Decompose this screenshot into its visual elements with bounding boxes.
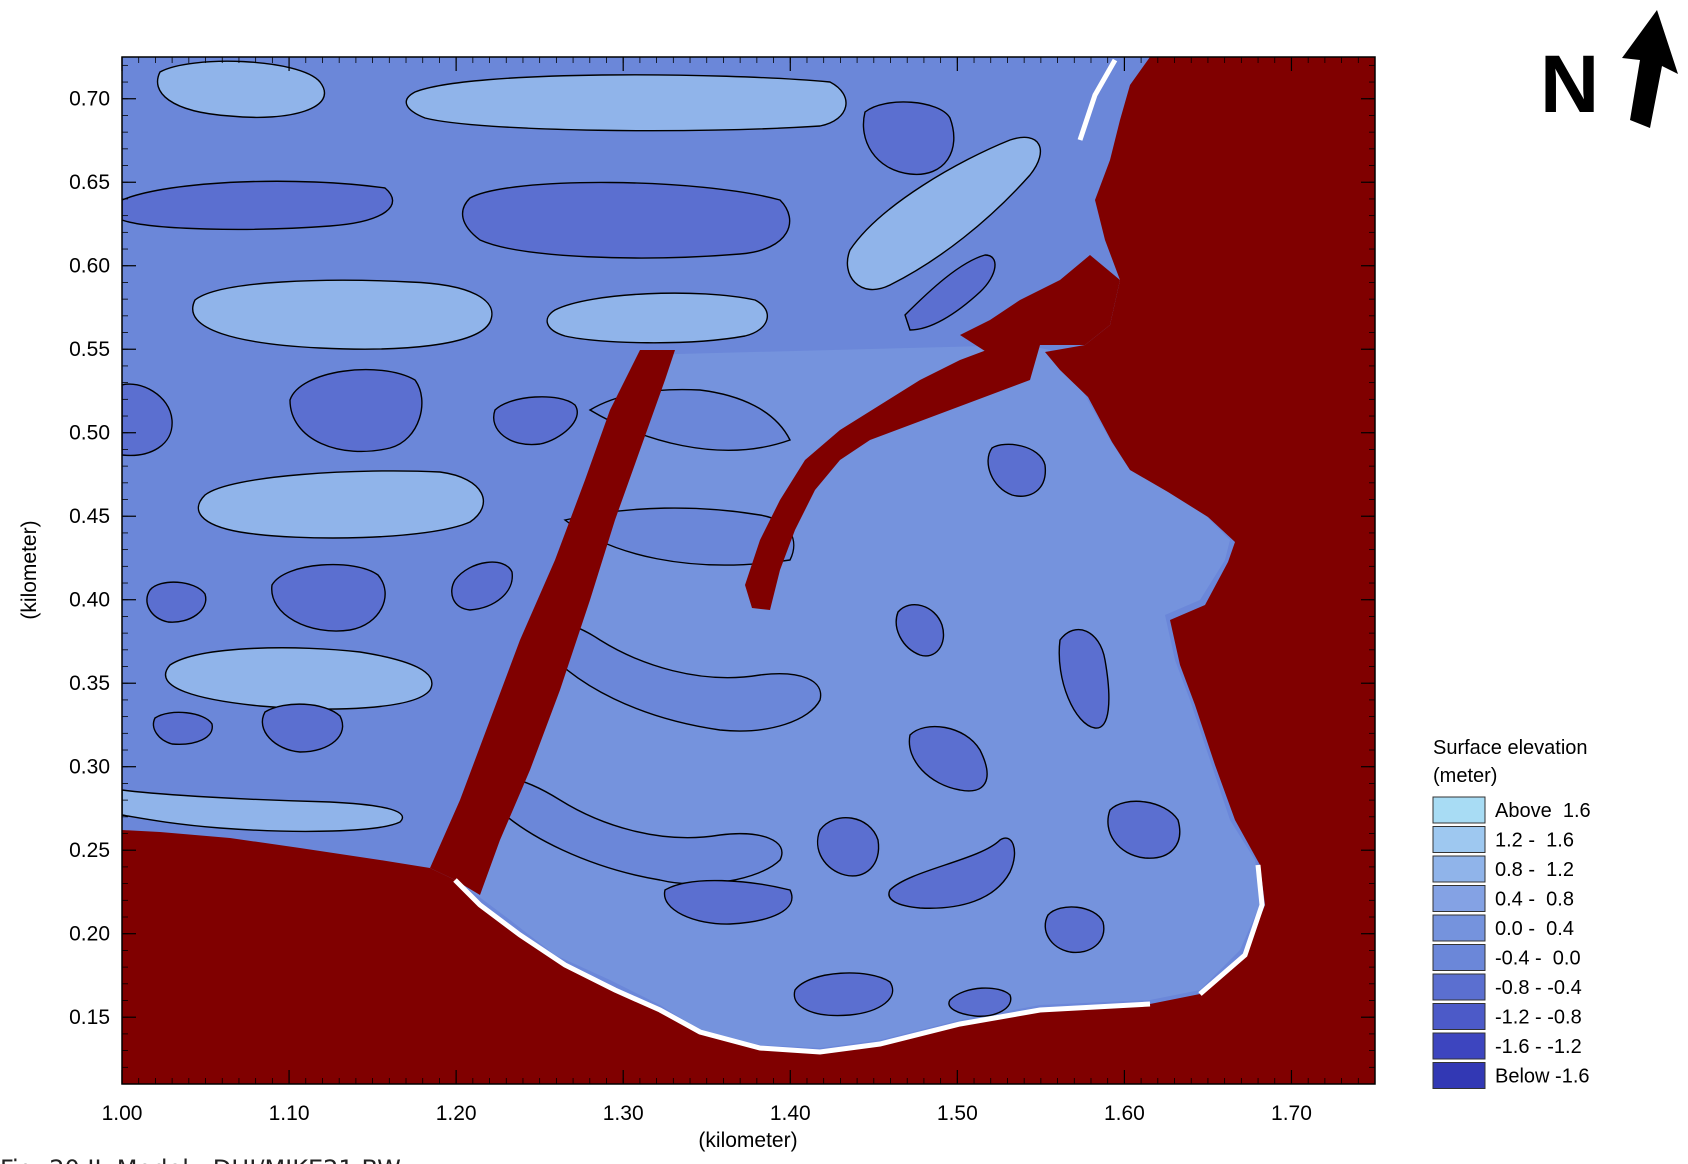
y-tick-label: 0.45	[69, 505, 110, 528]
x-tick-label: 1.40	[770, 1102, 811, 1125]
y-tick-label: 0.25	[69, 839, 110, 862]
x-tick-label: 1.10	[269, 1102, 310, 1125]
legend-label: 1.2 - 1.6	[1495, 830, 1574, 852]
legend-swatch	[1433, 1004, 1485, 1030]
y-tick-label: 0.15	[69, 1006, 110, 1029]
y-tick-label: 0.65	[69, 171, 110, 194]
y-tick-label: 0.55	[69, 338, 110, 361]
x-tick-label: 1.50	[937, 1102, 978, 1125]
wave-trough	[154, 712, 213, 744]
y-tick-label: 0.20	[69, 923, 110, 946]
y-axis-title: (kilometer)	[18, 520, 41, 619]
legend-swatch	[1433, 1063, 1485, 1089]
legend-label: Below -1.6	[1495, 1066, 1590, 1088]
wave-trough	[463, 182, 790, 257]
legend-title: Surface elevation	[1433, 737, 1588, 759]
legend-swatch	[1433, 856, 1485, 882]
legend-swatch	[1433, 1033, 1485, 1059]
y-tick-label: 0.40	[69, 589, 110, 612]
legend-label: -0.4 - 0.0	[1495, 948, 1581, 970]
x-tick-label: 1.70	[1271, 1102, 1312, 1125]
legend-swatch	[1433, 797, 1485, 823]
y-tick-label: 0.70	[69, 88, 110, 111]
x-tick-label: 1.60	[1104, 1102, 1145, 1125]
figure-caption: Fig. 20 II. Model - DHI/MIKE21-BW	[0, 1155, 401, 1164]
x-tick-label: 1.00	[102, 1102, 143, 1125]
legend-swatch	[1433, 945, 1485, 971]
legend-swatch	[1433, 827, 1485, 853]
legend-label: 0.4 - 0.8	[1495, 889, 1574, 911]
x-axis-title: (kilometer)	[698, 1129, 797, 1152]
legend-label: 0.8 - 1.2	[1495, 859, 1574, 881]
legend-label: -0.8 - -0.4	[1495, 977, 1582, 999]
wave-crest	[193, 280, 492, 349]
legend-subtitle: (meter)	[1433, 765, 1497, 787]
legend: Surface elevation (meter) Above 1.6 1.2 -…	[1433, 737, 1591, 1089]
y-tick-label: 0.35	[69, 672, 110, 695]
wave-crest	[406, 75, 846, 131]
legend-label: -1.2 - -0.8	[1495, 1007, 1582, 1029]
north-letter: N	[1540, 39, 1599, 130]
legend-label: 0.0 - 0.4	[1495, 918, 1574, 940]
legend-items: Above 1.6 1.2 - 1.6 0.8 - 1.2 0.4 - 0.8 0.0 …	[1433, 797, 1591, 1089]
legend-label: -1.6 - -1.2	[1495, 1036, 1582, 1058]
legend-swatch	[1433, 915, 1485, 941]
legend-label: Above 1.6	[1495, 800, 1591, 822]
y-tick-label: 0.60	[69, 255, 110, 278]
y-tick-label: 0.30	[69, 756, 110, 779]
north-arrow: N	[1540, 10, 1678, 130]
x-tick-label: 1.20	[436, 1102, 477, 1125]
y-tick-label: 0.50	[69, 422, 110, 445]
legend-swatch	[1433, 974, 1485, 1000]
plot-area	[122, 57, 1375, 1084]
north-arrow-icon	[1622, 10, 1678, 128]
x-tick-label: 1.30	[603, 1102, 644, 1125]
legend-swatch	[1433, 886, 1485, 912]
